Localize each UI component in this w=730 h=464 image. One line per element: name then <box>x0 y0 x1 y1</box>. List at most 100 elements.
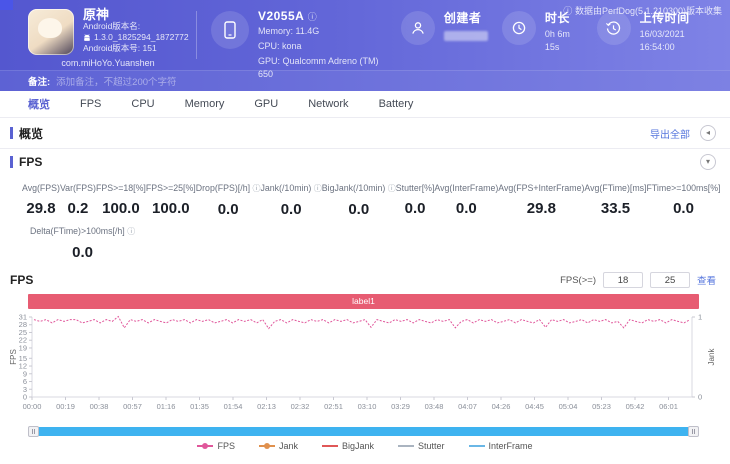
svg-text:06:01: 06:01 <box>659 402 678 411</box>
svg-text:00:38: 00:38 <box>90 402 109 411</box>
svg-text:01:35: 01:35 <box>190 402 209 411</box>
metric-value: 0.0 <box>404 200 426 217</box>
overview-section-header: 概览 导出全部 ◂ <box>0 118 730 148</box>
svg-text:03:48: 03:48 <box>425 402 444 411</box>
fps-title: FPS <box>19 155 43 169</box>
metric-column: FPS>=25[%] 100.0 <box>146 183 196 218</box>
svg-text:00:57: 00:57 <box>123 402 142 411</box>
scrollbar-left-handle[interactable] <box>28 426 39 437</box>
svg-text:05:04: 05:04 <box>559 402 578 411</box>
tab-gpu[interactable]: GPU <box>254 98 279 110</box>
legend-label: Stutter <box>418 441 445 451</box>
creator-label: 创建者 <box>443 11 482 25</box>
collapse-left-button[interactable]: ◂ <box>700 125 716 141</box>
legend-item-jank[interactable]: Jank <box>258 441 298 451</box>
legend-label: FPS <box>217 441 235 451</box>
person-icon <box>400 11 435 45</box>
fps-section-header: FPS ▾ <box>0 149 730 175</box>
metric-value: 33.5 <box>600 200 631 217</box>
svg-text:03:29: 03:29 <box>391 402 410 411</box>
fps-threshold-high-input[interactable] <box>649 272 690 288</box>
app-title: 原神 <box>83 7 110 22</box>
history-clock-icon <box>596 11 631 45</box>
info-icon[interactable]: ⓘ <box>387 184 396 193</box>
legend-label: Jank <box>278 441 298 451</box>
phone-icon <box>210 11 249 49</box>
device-block: V2055A ⓘ Memory: 11.4G CPU: kona GPU: Qu… <box>210 9 387 81</box>
info-icon[interactable]: ⓘ <box>307 12 318 22</box>
remark-placeholder: 添加备注，不超过200个字符 <box>56 76 177 88</box>
info-icon: ⓘ <box>563 6 575 16</box>
metric-column: Drop(FPS)[/h] ⓘ 0.0 <box>196 183 261 218</box>
metric-label: Stutter[%] <box>395 183 435 193</box>
svg-text:1: 1 <box>698 313 702 322</box>
app-block: 原神 Android版本名: 1.3.0_1825294_1872772 And… <box>28 8 189 68</box>
device-cpu: CPU: kona <box>257 41 302 51</box>
chart-label-banner: label1 <box>28 294 699 309</box>
svg-text:15: 15 <box>19 354 27 363</box>
scrollbar-right-handle[interactable] <box>688 426 699 437</box>
tab-memory[interactable]: Memory <box>184 98 225 110</box>
legend-marker <box>197 443 214 449</box>
tab-battery[interactable]: Battery <box>378 98 414 110</box>
export-all-link[interactable]: 导出全部 <box>650 129 690 141</box>
legend-item-interframe[interactable]: InterFrame <box>468 441 533 451</box>
fps-threshold-low-input[interactable] <box>602 272 643 288</box>
app-version-name: 1.3.0_1825294_1872772 <box>94 32 189 42</box>
corner-artifact <box>0 0 13 10</box>
section-accent <box>10 127 13 139</box>
svg-text:22: 22 <box>19 336 27 345</box>
svg-text:05:23: 05:23 <box>592 402 611 411</box>
svg-text:04:07: 04:07 <box>458 402 477 411</box>
upload-label: 上传时间 <box>639 11 690 25</box>
legend-item-fps[interactable]: FPS <box>197 441 235 451</box>
tab-bar: 概览 FPS CPU Memory GPU Network Battery <box>0 91 730 118</box>
metric-value: 100.0 <box>152 200 190 217</box>
svg-text:00:00: 00:00 <box>23 402 42 411</box>
svg-text:Jank: Jank <box>707 348 716 366</box>
tab-network[interactable]: Network <box>308 98 349 110</box>
chart-scrollbar[interactable] <box>28 426 699 437</box>
tab-fps[interactable]: FPS <box>80 98 102 110</box>
app-version-code: Android版本号: 151 <box>83 43 157 53</box>
upload-block: 上传时间 16/03/2021 16:54:00 <box>596 9 716 54</box>
metric-label: FPS>=18[%] <box>95 183 146 193</box>
header-banner: ⓘ 数据由PerfDog(5.1.210300)版本收集 原神 Android版… <box>0 0 730 79</box>
legend-item-bigjank[interactable]: BigJank <box>321 441 374 451</box>
svg-text:02:13: 02:13 <box>257 402 276 411</box>
fps-threshold-label: FPS(>=) <box>560 274 596 286</box>
upload-value: 16/03/2021 16:54:00 <box>639 29 685 52</box>
tab-概览[interactable]: 概览 <box>28 99 50 111</box>
metric-label: Avg(InterFrame) <box>434 183 499 193</box>
header-divider <box>196 11 197 59</box>
svg-text:31: 31 <box>19 313 27 322</box>
legend-marker <box>398 445 415 447</box>
info-icon[interactable]: ⓘ <box>252 184 261 193</box>
device-gpu: GPU: Qualcomm Adreno (TM) 650 <box>257 56 379 79</box>
svg-text:12: 12 <box>19 362 27 371</box>
metric-label: Avg(FPS) <box>22 183 60 193</box>
overview-title: 概览 <box>19 126 44 141</box>
fps-threshold-apply-link[interactable]: 查看 <box>696 276 716 287</box>
info-icon[interactable]: ⓘ <box>127 227 136 236</box>
remark-bar[interactable]: 备注: 添加备注，不超过200个字符 <box>0 70 730 91</box>
creator-block: 创建者 <box>400 9 488 45</box>
metric-column: Avg(InterFrame) 0.0 <box>434 183 498 218</box>
metric-column: Avg(FPS+InterFrame) 29.8 <box>498 183 584 218</box>
collapse-down-button[interactable]: ▾ <box>700 154 716 170</box>
legend-item-stutter[interactable]: Stutter <box>398 441 445 451</box>
metric-column: Var(FPS) 0.2 <box>60 183 96 218</box>
device-memory: Memory: 11.4G <box>257 26 320 36</box>
duration-label: 时长 <box>544 11 570 25</box>
svg-text:00:19: 00:19 <box>56 402 75 411</box>
section-accent <box>10 156 13 168</box>
tab-cpu[interactable]: CPU <box>131 98 155 110</box>
info-icon[interactable]: ⓘ <box>313 184 322 193</box>
divider <box>0 148 730 149</box>
svg-text:3: 3 <box>23 385 27 394</box>
android-icon <box>84 33 90 41</box>
svg-text:04:45: 04:45 <box>525 402 544 411</box>
fps-metrics-row: Avg(FPS) 29.8 Var(FPS) 0.2 FPS>=18[%] 100.0 FP… <box>0 175 730 220</box>
metric-value: 0.2 <box>67 200 89 217</box>
